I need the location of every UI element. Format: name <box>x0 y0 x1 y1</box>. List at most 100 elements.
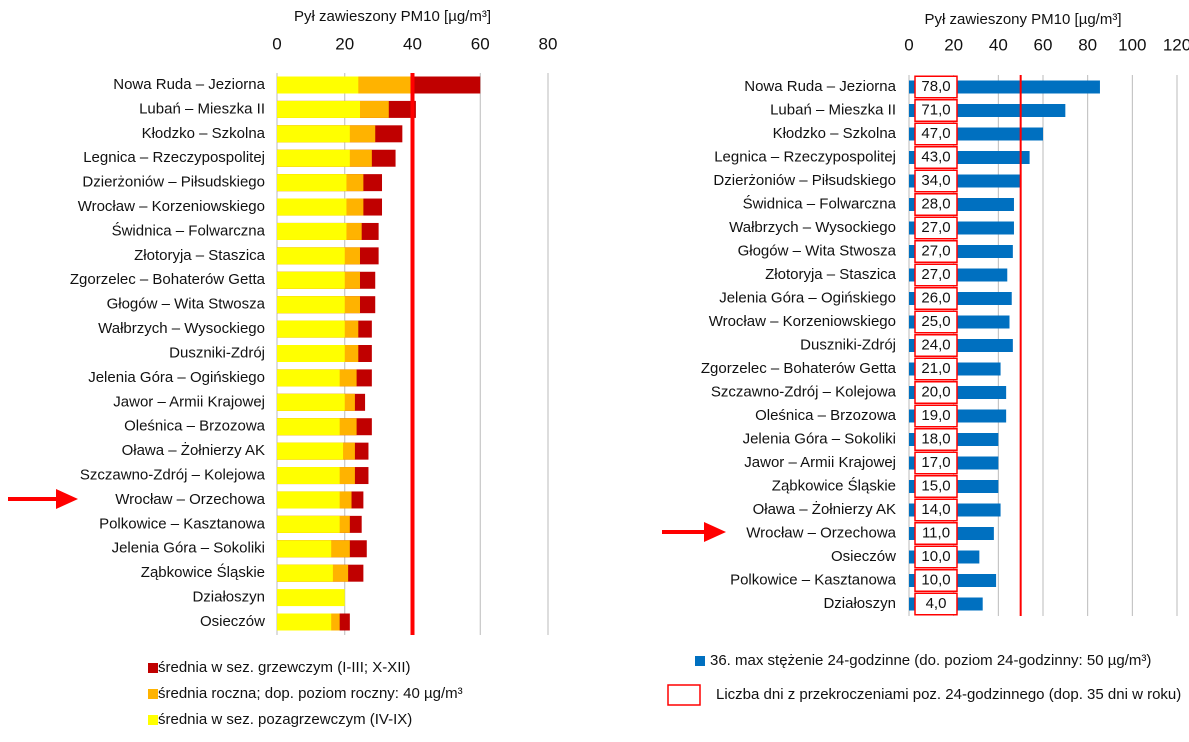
category-label: Złotoryja – Staszica <box>765 266 897 283</box>
bar <box>277 418 340 436</box>
category-label: Jelenia Góra – Sokoliki <box>743 430 896 447</box>
axis-title: Pył zawieszony PM10 [µg/m³] <box>294 8 491 25</box>
days-label: 47,0 <box>921 125 950 142</box>
category-label: Lubań – Mieszka II <box>139 100 265 117</box>
days-label: 10,0 <box>921 548 950 565</box>
legend-label: średnia w sez. pozagrzewczym (IV-IX) <box>158 711 412 728</box>
legend-label: Liczba dni z przekroczeniami poz. 24-god… <box>716 686 1181 703</box>
days-box <box>914 75 958 99</box>
days-label: 10,0 <box>921 571 950 588</box>
x-tick-label: 0 <box>272 34 281 53</box>
category-label: Ząbkowice Śląskie <box>141 563 265 581</box>
category-label: Zgorzelec – Bohaterów Getta <box>70 271 266 288</box>
category-label: Szczawno-Zdrój – Kolejowa <box>80 467 266 484</box>
category-label: Działoszyn <box>192 589 265 606</box>
days-box <box>914 122 958 146</box>
category-label: Dzierżoniów – Piłsudskiego <box>713 172 896 189</box>
bar <box>277 198 347 216</box>
x-tick-label: 0 <box>904 35 913 54</box>
bar <box>277 540 332 558</box>
category-label: Głogów – Wita Stwosza <box>107 296 266 313</box>
category-label: Ząbkowice Śląskie <box>772 476 896 494</box>
bar <box>277 442 344 460</box>
days-box <box>914 99 958 122</box>
category-label: Złotoryja – Staszica <box>134 247 266 264</box>
category-label: Lubań – Mieszka II <box>770 101 896 118</box>
category-label: Nowa Ruda – Jeziorna <box>744 78 896 95</box>
category-label: Oleśnica – Brzozowa <box>755 407 897 424</box>
x-tick-label: 40 <box>403 34 422 53</box>
category-label: Wałbrzych – Wysockiego <box>98 320 265 337</box>
bar <box>277 515 340 533</box>
bar <box>277 149 350 167</box>
category-label: Polkowice – Kasztanowa <box>99 515 266 532</box>
days-label: 17,0 <box>921 454 950 471</box>
days-box <box>914 592 958 616</box>
days-box <box>914 498 958 522</box>
legend-label: średnia w sez. grzewczym (I-III; X-XII) <box>158 659 411 676</box>
days-box <box>914 240 958 263</box>
bar <box>277 271 345 289</box>
category-label: Wrocław – Orzechowa <box>746 524 896 541</box>
category-label: Duszniki-Zdrój <box>169 344 265 361</box>
legend-swatch <box>667 684 701 706</box>
days-box <box>914 475 958 498</box>
bar <box>277 393 345 411</box>
days-box <box>914 263 958 287</box>
days-label: 15,0 <box>921 477 950 494</box>
bar <box>277 345 345 362</box>
category-label: Wrocław – Korzeniowskiego <box>78 198 265 215</box>
days-box <box>914 451 958 475</box>
days-box <box>914 569 958 592</box>
legend-swatch <box>148 689 158 699</box>
bar <box>277 369 340 387</box>
x-tick-label: 60 <box>1034 35 1053 54</box>
days-box <box>914 193 958 216</box>
days-label: 34,0 <box>921 172 950 189</box>
days-label: 43,0 <box>921 148 950 165</box>
x-tick-label: 40 <box>989 35 1008 54</box>
legend-swatch <box>148 715 158 725</box>
bar <box>277 491 340 509</box>
category-label: Jelenia Góra – Ogińskiego <box>88 369 265 386</box>
x-tick-label: 80 <box>539 34 558 53</box>
category-label: Jelenia Góra – Sokoliki <box>112 540 265 557</box>
days-label: 71,0 <box>921 101 950 118</box>
days-label: 24,0 <box>921 336 950 353</box>
category-label: Świdnica – Folwarczna <box>743 194 897 212</box>
days-label: 18,0 <box>921 430 950 447</box>
category-label: Świdnica – Folwarczna <box>112 221 266 239</box>
category-label: Dzierżoniów – Piłsudskiego <box>82 174 265 191</box>
legend-label: 36. max stężenie 24-godzinne (do. poziom… <box>710 652 1151 669</box>
category-label: Wrocław – Korzeniowskiego <box>709 313 896 330</box>
days-label: 28,0 <box>921 195 950 212</box>
x-tick-label: 80 <box>1078 35 1097 54</box>
category-label: Jawor – Armii Krajowej <box>113 393 265 410</box>
bar <box>277 174 347 192</box>
days-label: 25,0 <box>921 313 950 330</box>
axis-title: Pył zawieszony PM10 [µg/m³] <box>924 11 1121 28</box>
legend-swatch <box>148 663 158 673</box>
days-box <box>914 169 958 193</box>
days-label: 20,0 <box>921 383 950 400</box>
category-label: Osieczów <box>200 613 265 630</box>
days-box <box>914 381 958 404</box>
days-label: 27,0 <box>921 242 950 259</box>
category-label: Nowa Ruda – Jeziorna <box>113 76 265 93</box>
bar <box>277 613 332 631</box>
days-label: 21,0 <box>921 360 950 377</box>
category-label: Oława – Żołnierzy AK <box>753 500 896 518</box>
x-tick-label: 120 <box>1163 35 1189 54</box>
category-label: Oława – Żołnierzy AK <box>122 441 265 459</box>
bar <box>277 247 345 265</box>
days-label: 26,0 <box>921 289 950 306</box>
legend-label: średnia roczna; dop. poziom roczny: 40 µ… <box>158 685 463 702</box>
category-label: Legnica – Rzeczypospolitej <box>714 148 896 165</box>
days-label: 14,0 <box>921 501 950 518</box>
days-box <box>914 287 958 310</box>
category-label: Duszniki-Zdrój <box>800 336 896 353</box>
bar <box>277 100 360 118</box>
category-label: Wałbrzych – Wysockiego <box>729 219 896 236</box>
bar <box>277 296 345 314</box>
